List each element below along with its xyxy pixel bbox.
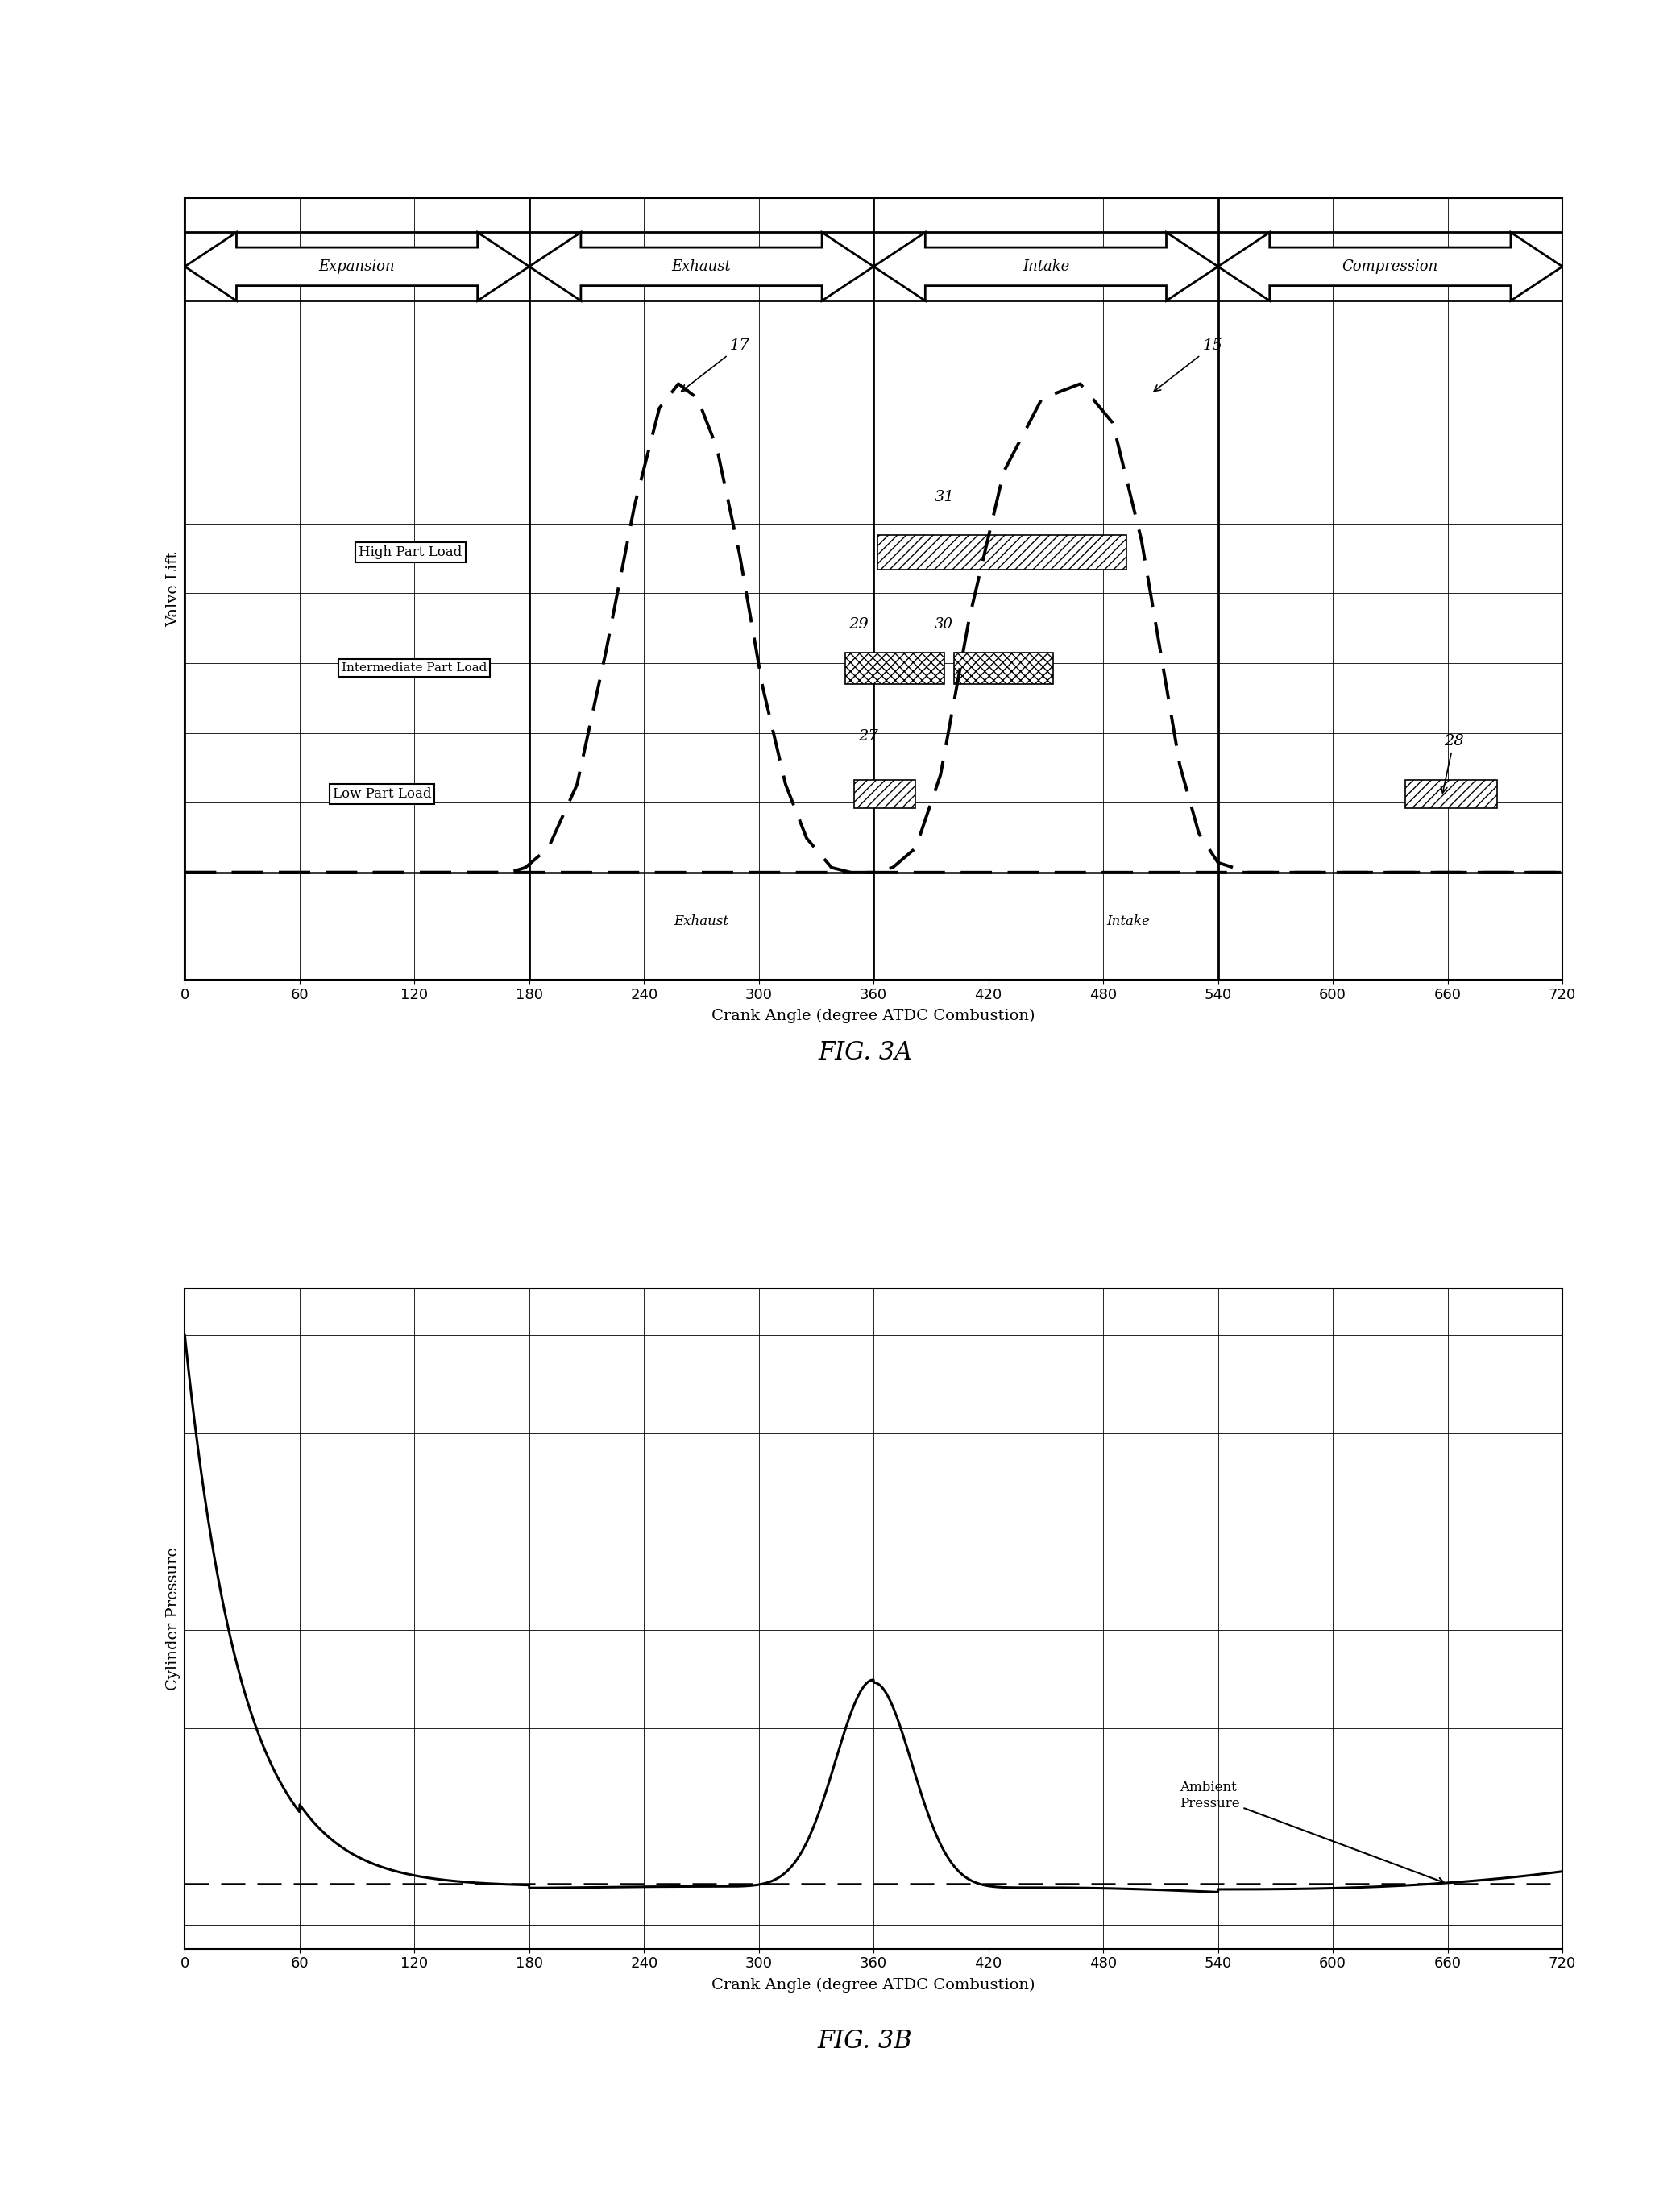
Text: Intermediate Part Load: Intermediate Part Load — [341, 663, 487, 674]
Text: 15: 15 — [1154, 339, 1223, 392]
Text: Intake: Intake — [1023, 260, 1068, 273]
Text: Compression: Compression — [1342, 260, 1438, 273]
Text: FIG. 3B: FIG. 3B — [818, 2028, 912, 2054]
Polygon shape — [529, 233, 874, 302]
Text: 28: 28 — [1441, 733, 1463, 793]
Text: Low Part Load: Low Part Load — [333, 788, 432, 802]
Bar — [845, 652, 944, 685]
X-axis label: Crank Angle (degree ATDC Combustion): Crank Angle (degree ATDC Combustion) — [712, 1009, 1035, 1024]
Text: Exhaust: Exhaust — [674, 914, 729, 927]
Text: Exhaust: Exhaust — [672, 260, 731, 273]
Bar — [877, 535, 1126, 570]
Polygon shape — [1218, 233, 1562, 302]
X-axis label: Crank Angle (degree ATDC Combustion): Crank Angle (degree ATDC Combustion) — [712, 1977, 1035, 1993]
Text: 29: 29 — [848, 617, 869, 632]
Text: 27: 27 — [858, 729, 879, 744]
Polygon shape — [874, 233, 1218, 302]
Bar — [1406, 780, 1497, 808]
Polygon shape — [185, 233, 529, 302]
Text: Intake: Intake — [1107, 914, 1149, 927]
Bar — [855, 780, 916, 808]
Text: Ambient
Pressure: Ambient Pressure — [1179, 1781, 1443, 1883]
Text: 31: 31 — [934, 489, 954, 504]
Text: FIG. 3A: FIG. 3A — [818, 1039, 912, 1066]
Bar — [954, 652, 1053, 685]
Y-axis label: Cylinder Pressure: Cylinder Pressure — [166, 1546, 180, 1691]
Text: Expansion: Expansion — [319, 260, 395, 273]
Text: High Part Load: High Part Load — [360, 546, 462, 559]
Text: 17: 17 — [682, 339, 749, 392]
Y-axis label: Valve Lift: Valve Lift — [166, 550, 180, 628]
Text: 30: 30 — [934, 617, 953, 632]
